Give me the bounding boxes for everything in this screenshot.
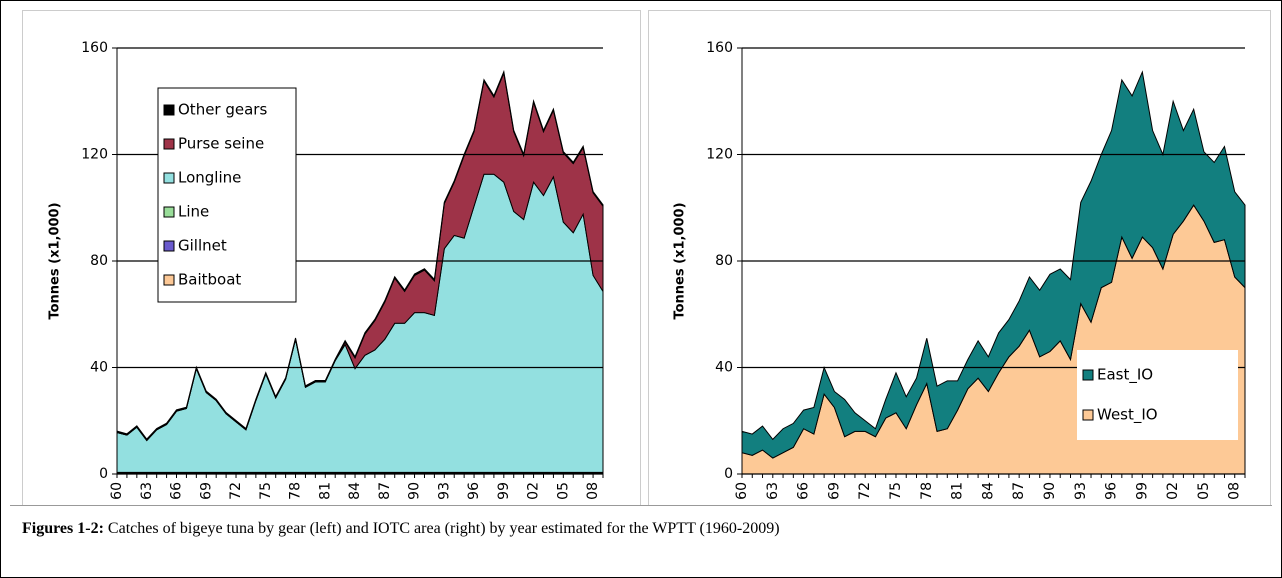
legend-swatch [1082, 409, 1094, 421]
y-tick-label: 0 [724, 466, 733, 482]
y-tick-label: 80 [715, 253, 733, 269]
legend-swatch [163, 206, 175, 218]
x-tick-label: 90 [1042, 482, 1058, 500]
x-tick-label: 05 [1196, 482, 1212, 500]
x-tick-label: 60 [109, 482, 125, 500]
y-tick-label: 40 [715, 360, 733, 376]
area [741, 70, 1246, 459]
legend-swatch [163, 104, 175, 116]
x-tick-label: 02 [526, 482, 542, 500]
legend-label: West_IO [1097, 406, 1158, 425]
y-tick-label: 120 [706, 147, 733, 163]
x-tick-label: 72 [228, 482, 244, 500]
y-tick-label: 40 [90, 360, 108, 376]
x-tick-label: 78 [919, 482, 935, 500]
legend-swatch [163, 172, 175, 184]
y-axis-label: Tonnes (x1,000) [48, 202, 63, 319]
x-tick-label: 81 [950, 482, 966, 500]
area [116, 69, 604, 442]
x-tick-label: 69 [826, 482, 842, 500]
legend-swatch [1082, 369, 1094, 381]
x-tick-label: 96 [466, 482, 482, 500]
x-tick-label: 72 [857, 482, 873, 500]
legend-label: Longline [178, 169, 241, 187]
x-tick-label: 63 [765, 482, 781, 500]
x-tick-label: 08 [585, 482, 601, 500]
x-tick-label: 78 [288, 482, 304, 500]
legend-swatch [163, 138, 175, 150]
y-tick-label: 80 [90, 253, 108, 269]
legend-label: Line [178, 203, 209, 221]
legend-label: Gillnet [178, 237, 227, 255]
x-tick-label: 81 [317, 482, 333, 500]
x-tick-label: 66 [169, 482, 185, 500]
x-tick-label: 63 [139, 482, 155, 500]
y-axis-label: Tonnes (x1,000) [673, 202, 688, 319]
x-tick-label: 75 [258, 482, 274, 500]
y-tick-label: 120 [81, 147, 108, 163]
caption-label: Figures 1-2: [22, 520, 104, 537]
x-tick-label: 84 [980, 482, 996, 500]
x-tick-label: 69 [198, 482, 214, 500]
legend-label: Purse seine [178, 135, 264, 153]
x-tick-label: 05 [555, 482, 571, 500]
x-tick-label: 90 [407, 482, 423, 500]
x-tick-label: 99 [1134, 482, 1150, 500]
x-tick-label: 75 [888, 482, 904, 500]
caption: Figures 1-2: Catches of bigeye tuna by g… [22, 520, 780, 538]
legend-box [1077, 350, 1238, 440]
x-tick-label: 60 [734, 482, 750, 500]
x-tick-label: 08 [1227, 482, 1243, 500]
legend-swatch [163, 274, 175, 286]
y-tick-label: 160 [706, 40, 733, 56]
x-tick-label: 87 [1011, 482, 1027, 500]
legend-box [157, 87, 297, 303]
x-tick-label: 96 [1104, 482, 1120, 500]
x-tick-label: 87 [377, 482, 393, 500]
legend-swatch [163, 240, 175, 252]
legend-label: Baitboat [178, 271, 241, 289]
x-tick-label: 66 [796, 482, 812, 500]
y-tick-label: 160 [81, 40, 108, 56]
x-tick-label: 02 [1165, 482, 1181, 500]
x-tick-label: 99 [496, 482, 512, 500]
x-tick-label: 93 [1073, 482, 1089, 500]
x-tick-label: 84 [347, 482, 363, 500]
caption-text: Catches of bigeye tuna by gear (left) an… [107, 520, 780, 537]
legend-label: East_IO [1097, 366, 1153, 385]
y-tick-label: 0 [99, 466, 108, 482]
x-tick-label: 93 [436, 482, 452, 500]
legend-label: Other gears [178, 101, 267, 119]
